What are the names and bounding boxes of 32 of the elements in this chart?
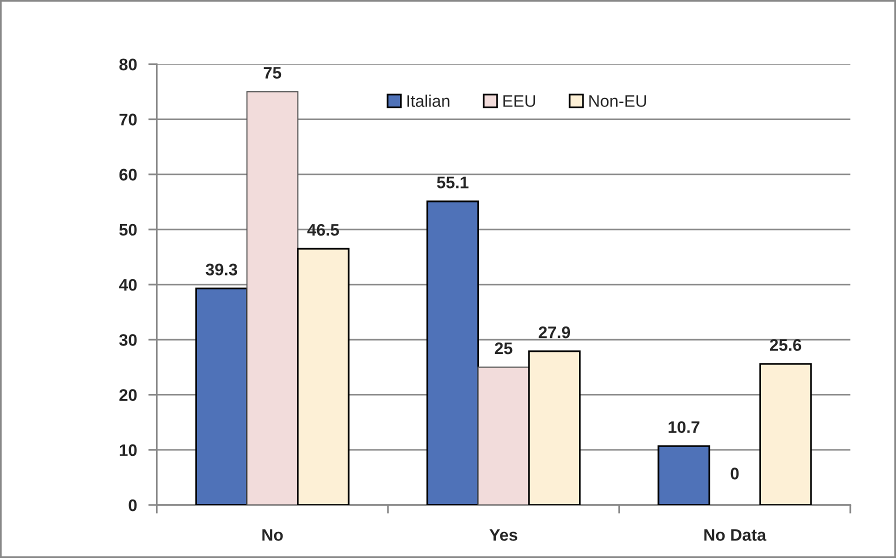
- x-tick-label: Yes: [489, 529, 518, 541]
- data-label: 75: [264, 67, 282, 79]
- bar: [296, 248, 350, 505]
- data-label: 25: [494, 342, 512, 354]
- data-label: 27.9: [538, 326, 570, 338]
- y-tick-label: 0: [128, 499, 137, 512]
- bar: [426, 200, 479, 505]
- bar: [759, 363, 812, 505]
- data-label: 25.6: [770, 339, 802, 351]
- data-label: 39.3: [206, 264, 238, 276]
- data-label: 46.5: [307, 224, 339, 236]
- bar: [246, 91, 298, 505]
- data-label: 55.1: [436, 176, 468, 188]
- y-tick-label: 10: [120, 444, 137, 456]
- legend-label: Italian: [407, 94, 450, 107]
- y-tick-label: 50: [119, 224, 137, 236]
- bar: [478, 366, 530, 505]
- x-tick-label: No: [262, 529, 283, 541]
- bar: [195, 288, 248, 505]
- bar: [528, 350, 581, 505]
- legend-label: Non-EU: [589, 95, 646, 107]
- x-tick-label: No Data: [704, 529, 766, 541]
- y-tick-label: 60: [119, 168, 137, 181]
- y-tick-label: 20: [119, 389, 137, 401]
- y-tick-label: 80: [119, 58, 137, 70]
- y-tick-label: 70: [120, 114, 137, 126]
- legend-label: EEU: [503, 95, 536, 107]
- bar: [658, 445, 710, 505]
- y-tick-label: 30: [119, 334, 137, 346]
- data-label: 0: [730, 468, 739, 480]
- data-label: 10.7: [668, 421, 700, 434]
- y-tick-label: 40: [119, 278, 137, 291]
